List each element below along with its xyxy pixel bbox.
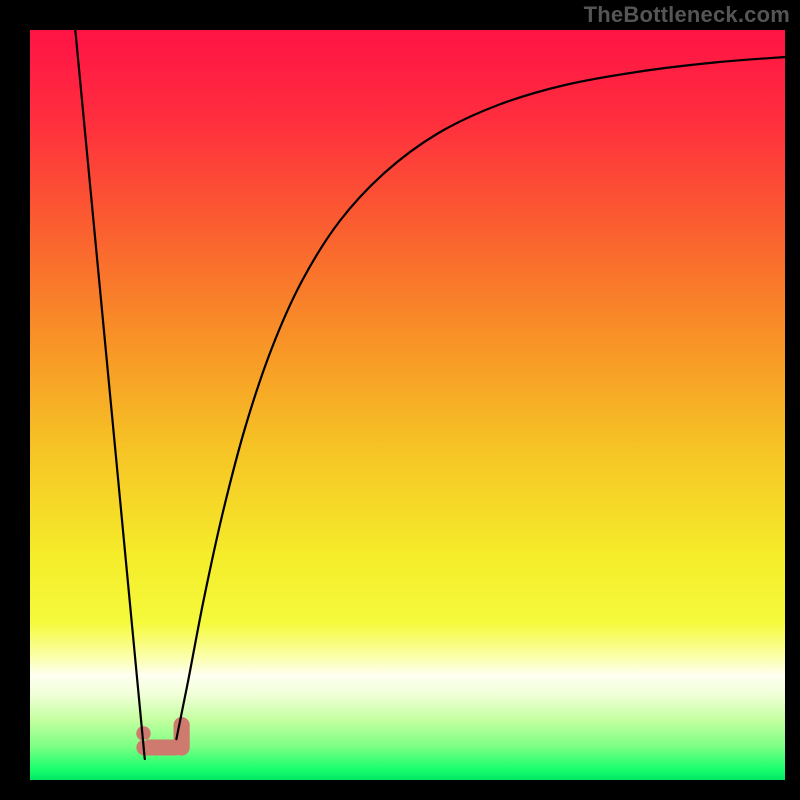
- plot-background: [30, 30, 785, 780]
- watermark-text: TheBottleneck.com: [584, 2, 790, 28]
